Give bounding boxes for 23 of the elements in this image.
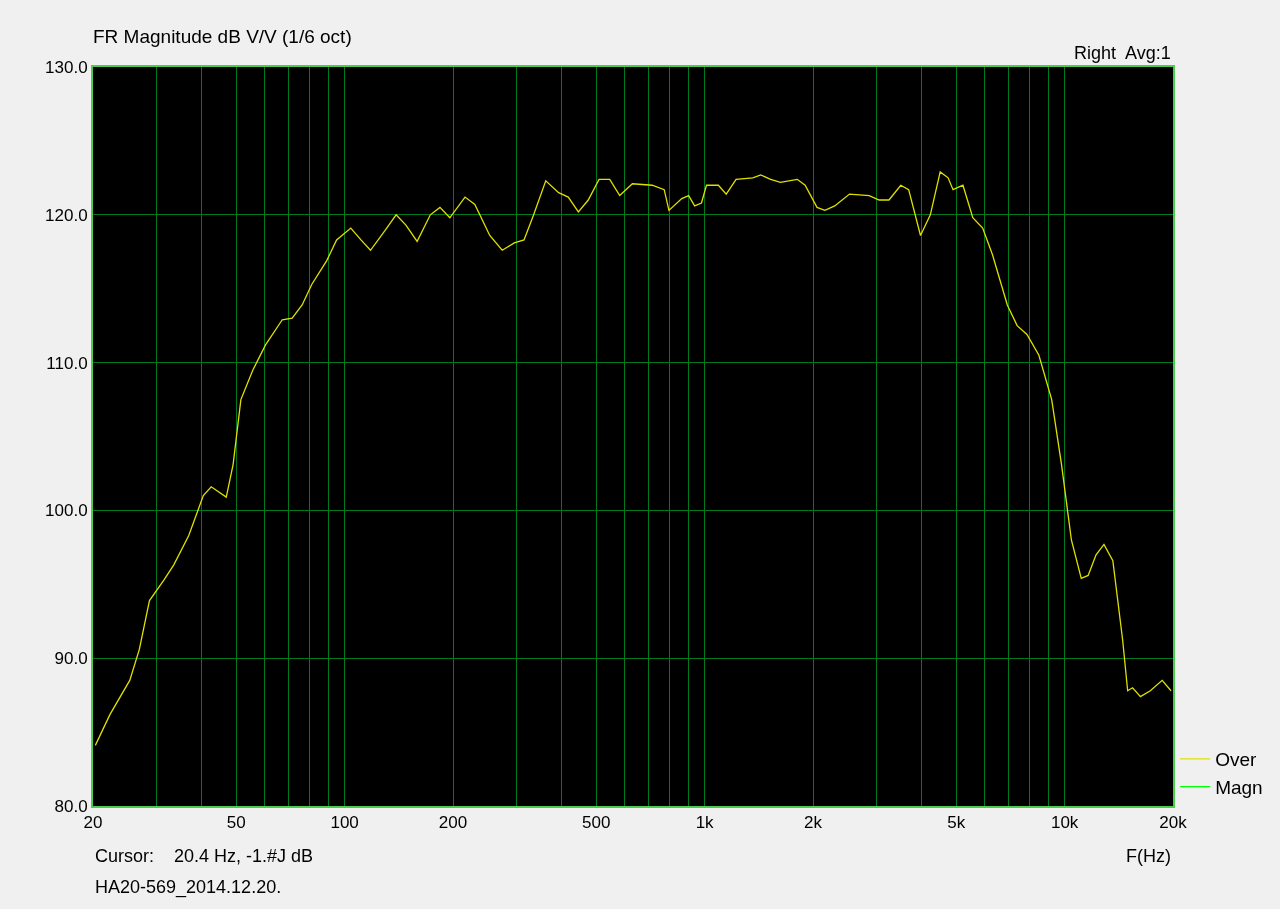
- chart-title: FR Magnitude dB V/V (1/6 oct): [93, 25, 352, 47]
- x-tick-label: 20: [83, 813, 103, 833]
- legend-label: Over: [1215, 749, 1258, 771]
- x-tick-label: 50: [226, 813, 246, 833]
- x-axis-title: F(Hz): [1126, 846, 1171, 866]
- legend-label: Magn: [1215, 776, 1263, 798]
- y-tick-label: 130.0: [45, 57, 88, 77]
- text: Cursor: 20.4 Hz, -1.#J dB: [95, 846, 314, 866]
- y-tick-label: 80.0: [54, 796, 88, 816]
- text: HA20-569_2014.12.20.: [95, 877, 282, 898]
- x-tick-label: 10k: [1050, 813, 1079, 833]
- y-tick-label: 110.0: [46, 353, 88, 373]
- text: Right Avg:1: [1074, 43, 1171, 63]
- x-tick-label: 100: [330, 813, 359, 833]
- y-tick-label: 90.0: [54, 649, 88, 669]
- x-tick-label: 200: [438, 813, 468, 833]
- y-tick-label: 100.0: [45, 501, 88, 521]
- x-tick-label: 5k: [947, 813, 966, 833]
- y-tick-label: 120.0: [45, 205, 88, 225]
- x-tick-label: 2k: [804, 813, 823, 833]
- x-tick-label: 20k: [1159, 813, 1188, 833]
- x-tick-label: 500: [582, 813, 611, 833]
- x-tick-label: 1k: [695, 813, 715, 833]
